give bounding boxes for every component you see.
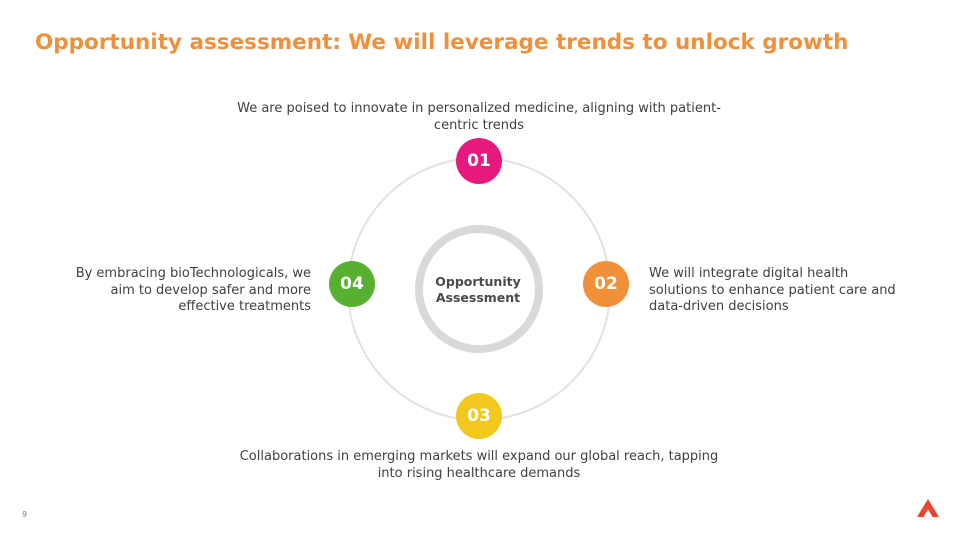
step-badge-04: 04 — [329, 261, 375, 307]
page-number: 9 — [22, 510, 27, 519]
step-badge-02: 02 — [583, 261, 629, 307]
center-label-line2: Assessment — [415, 290, 541, 306]
step-badge-03: 03 — [456, 393, 502, 439]
step-text-04: By embracing bioTechnologicals, we aim t… — [60, 266, 311, 316]
step-badge-01: 01 — [456, 138, 502, 184]
step-text-01: We are poised to innovate in personalize… — [230, 101, 728, 134]
company-logo-icon — [916, 498, 940, 518]
step-text-02: We will integrate digital health solutio… — [649, 266, 909, 316]
step-text-03: Collaborations in emerging markets will … — [230, 449, 728, 482]
center-label-line1: Opportunity — [415, 274, 541, 290]
center-label: Opportunity Assessment — [415, 274, 541, 306]
